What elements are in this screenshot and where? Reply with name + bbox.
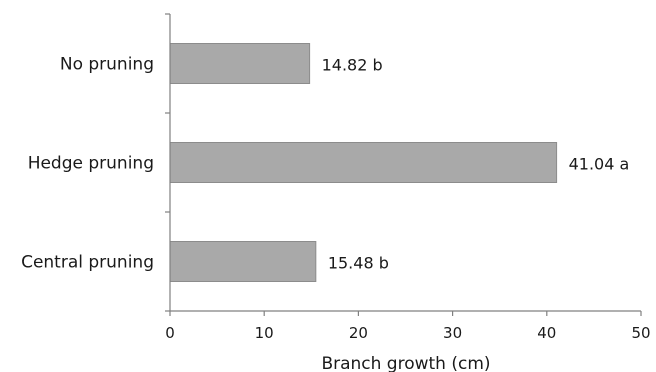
- x-tick-label: 20: [349, 324, 368, 342]
- data-label: 41.04 a: [569, 155, 630, 174]
- x-tick-label: 30: [443, 324, 462, 342]
- x-tick-label: 10: [255, 324, 274, 342]
- data-label: 15.48 b: [328, 254, 389, 273]
- bar-1: [169, 142, 558, 183]
- x-tick-label: 0: [165, 324, 175, 342]
- category-label: No pruning: [60, 55, 154, 75]
- x-tick-label: 40: [537, 324, 556, 342]
- bar-0: [169, 43, 311, 84]
- x-tick-label: 50: [631, 324, 650, 342]
- bar-2: [169, 241, 317, 282]
- category-label: Central pruning: [21, 253, 154, 273]
- x-axis-title: Branch growth (cm): [321, 354, 490, 372]
- category-label: Hedge pruning: [28, 154, 154, 174]
- data-label: 14.82 b: [322, 56, 383, 75]
